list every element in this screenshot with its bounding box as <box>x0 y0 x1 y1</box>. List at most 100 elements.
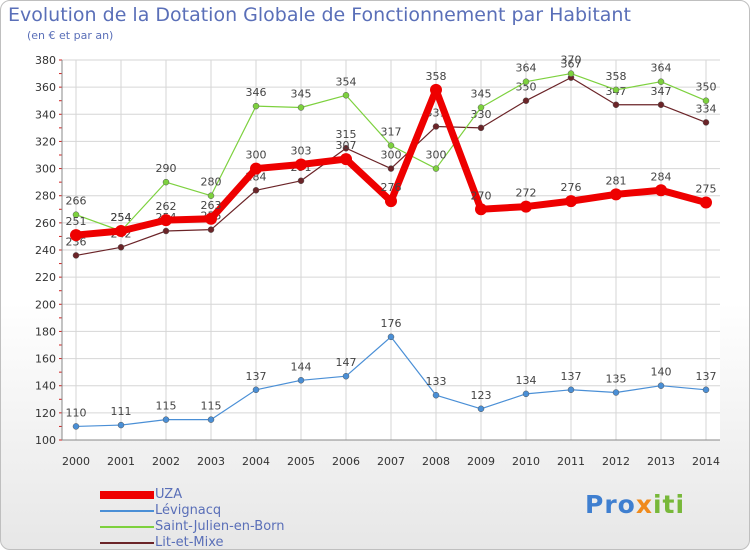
data-point-uza <box>295 158 307 171</box>
data-label-levignacq: 147 <box>336 356 357 369</box>
data-label-saint-julien-en-born: 280 <box>201 176 222 189</box>
x-tick-label: 2002 <box>152 455 180 468</box>
data-label-uza: 303 <box>291 145 312 158</box>
y-tick-label: 240 <box>35 244 56 257</box>
x-tick-label: 2010 <box>512 455 540 468</box>
y-tick-label: 120 <box>35 407 56 420</box>
data-label-levignacq: 140 <box>651 366 672 379</box>
x-tick-label: 2005 <box>287 455 315 468</box>
legend-label: Lévignacq <box>155 503 222 518</box>
data-point-lit-et-mixe <box>72 252 80 259</box>
data-label-uza: 284 <box>651 170 672 183</box>
data-point-uza <box>655 184 667 197</box>
y-tick-label: 360 <box>35 81 56 94</box>
data-point-lit-et-mixe <box>657 101 665 109</box>
y-tick-label: 160 <box>35 353 56 366</box>
legend-label: UZA <box>155 487 183 502</box>
legend-item: UZA <box>100 487 360 503</box>
legend-item: Saint-Julien-en-Born <box>100 519 360 535</box>
y-tick-label: 300 <box>35 163 56 176</box>
data-point-lit-et-mixe <box>522 97 530 104</box>
chart-title: Evolution de la Dotation Globale de Fonc… <box>8 4 631 26</box>
data-label-saint-julien-en-born: 346 <box>246 86 267 99</box>
data-label-saint-julien-en-born: 254 <box>111 211 132 224</box>
data-label-levignacq: 135 <box>606 373 627 386</box>
data-label-lit-et-mixe: 367 <box>561 58 582 71</box>
y-tick-label: 180 <box>35 325 56 338</box>
data-point-saint-julien-en-born <box>252 102 260 110</box>
data-label-uza: 251 <box>66 215 87 228</box>
data-point-uza <box>160 214 172 227</box>
x-tick-label: 2001 <box>107 455 135 468</box>
data-label-uza: 300 <box>246 149 267 162</box>
data-label-saint-julien-en-born: 358 <box>606 70 627 83</box>
data-point-saint-julien-en-born <box>567 70 575 77</box>
data-point-levignacq <box>207 416 215 423</box>
data-label-levignacq: 110 <box>66 406 87 419</box>
data-point-levignacq <box>477 405 485 413</box>
data-label-lit-et-mixe: 334 <box>696 102 717 115</box>
data-label-levignacq: 137 <box>561 370 582 383</box>
data-point-levignacq <box>612 389 620 396</box>
data-label-uza: 275 <box>696 183 717 196</box>
y-tick-label: 320 <box>35 135 56 148</box>
data-point-lit-et-mixe <box>207 226 215 233</box>
x-tick-label: 2004 <box>242 455 270 468</box>
data-label-lit-et-mixe: 350 <box>516 81 537 94</box>
data-point-levignacq <box>702 386 710 394</box>
data-point-uza <box>250 162 262 175</box>
data-point-lit-et-mixe <box>162 227 170 235</box>
data-point-levignacq <box>162 416 170 423</box>
data-point-lit-et-mixe <box>252 187 260 194</box>
legend-swatch <box>100 510 154 512</box>
x-tick-label: 2006 <box>332 455 360 468</box>
data-point-saint-julien-en-born <box>387 142 395 149</box>
data-label-uza: 276 <box>561 181 582 194</box>
data-point-uza <box>565 195 577 208</box>
proxiti-logo: Proxiti <box>585 490 686 519</box>
data-point-levignacq <box>72 423 80 430</box>
legend-swatch <box>100 491 154 499</box>
x-tick-label: 2013 <box>647 455 675 468</box>
x-tick-label: 2003 <box>197 455 225 468</box>
data-point-lit-et-mixe <box>342 144 350 152</box>
data-label-saint-julien-en-born: 290 <box>156 162 177 175</box>
data-point-levignacq <box>567 386 575 394</box>
legend-item: Lit-et-Mixe <box>100 535 360 551</box>
data-label-saint-julien-en-born: 364 <box>516 62 537 75</box>
data-label-lit-et-mixe: 330 <box>471 108 492 121</box>
x-tick-label: 2011 <box>557 455 585 468</box>
y-tick-label: 280 <box>35 190 56 203</box>
data-label-saint-julien-en-born: 300 <box>426 149 447 162</box>
y-tick-label: 220 <box>35 271 56 284</box>
data-point-uza <box>610 188 622 201</box>
data-label-uza: 263 <box>201 199 222 212</box>
x-tick-label: 2012 <box>602 455 630 468</box>
data-point-levignacq <box>117 421 125 429</box>
y-tick-label: 140 <box>35 380 56 393</box>
x-tick-label: 2008 <box>422 455 450 468</box>
data-label-saint-julien-en-born: 266 <box>66 195 87 208</box>
data-label-saint-julien-en-born: 350 <box>696 81 717 94</box>
x-tick-label: 2009 <box>467 455 495 468</box>
legend-label: Saint-Julien-en-Born <box>155 519 285 534</box>
data-label-lit-et-mixe: 347 <box>651 85 672 98</box>
y-tick-label: 260 <box>35 217 56 230</box>
data-point-levignacq <box>522 390 530 398</box>
data-point-lit-et-mixe <box>612 101 620 109</box>
data-label-levignacq: 123 <box>471 389 492 402</box>
data-point-levignacq <box>387 333 395 341</box>
data-label-levignacq: 137 <box>246 370 267 383</box>
data-point-levignacq <box>297 377 305 384</box>
data-point-lit-et-mixe <box>117 244 125 251</box>
data-label-levignacq: 137 <box>696 370 717 383</box>
data-label-levignacq: 115 <box>156 400 177 413</box>
data-label-levignacq: 134 <box>516 374 537 387</box>
data-point-saint-julien-en-born <box>657 78 665 85</box>
data-label-lit-et-mixe: 300 <box>381 149 402 162</box>
data-point-levignacq <box>252 386 260 394</box>
data-label-uza: 262 <box>156 200 177 213</box>
data-point-saint-julien-en-born <box>477 104 485 111</box>
chart-legend: UZA Lévignacq Saint-Julien-en-Born Lit-et-M… <box>100 487 360 551</box>
